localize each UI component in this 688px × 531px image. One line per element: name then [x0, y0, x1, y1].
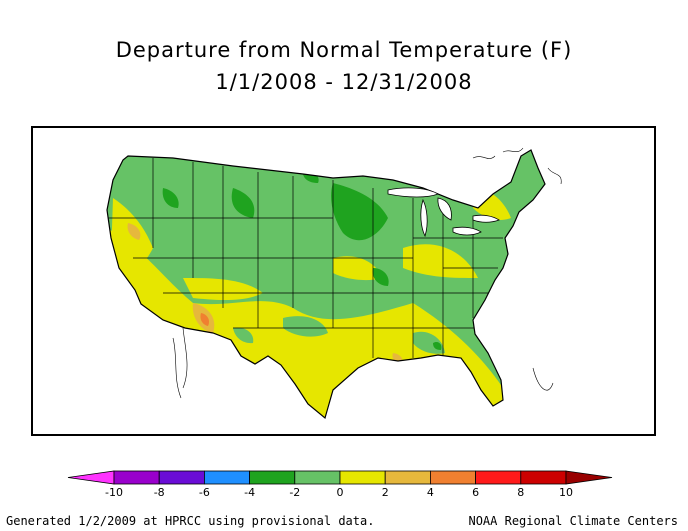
legend-tick-label: -4: [244, 486, 256, 499]
legend-bin: [294, 470, 341, 485]
legend-tick-label: 2: [381, 486, 389, 499]
legend-bin: [339, 470, 386, 485]
legend-bin: [565, 470, 613, 485]
legend-bin: [520, 470, 567, 485]
legend-tick-label: 0: [336, 486, 344, 499]
legend-bin: [203, 470, 250, 485]
legend-bin: [67, 470, 115, 485]
legend-tick-label: -8: [153, 486, 165, 499]
legend-tick-label: 4: [426, 486, 434, 499]
map-frame: [31, 126, 656, 436]
legend-tick-label: 8: [517, 486, 525, 499]
map-title: Departure from Normal Temperature (F): [115, 38, 573, 62]
footer-source: NOAA Regional Climate Centers: [468, 514, 678, 528]
legend-tick-label: -2: [289, 486, 301, 499]
legend-tick-label: 6: [472, 486, 480, 499]
legend-tick-label: 10: [559, 486, 573, 499]
state-boundaries: [107, 158, 503, 358]
color-legend: -10 -8 -6 -4 -2 0 2 4 6 8 10: [60, 468, 620, 508]
footer-generated-note: Generated 1/2/2009 at HPRCC using provis…: [6, 514, 375, 528]
map-date-range: 1/1/2008 - 12/31/2008: [215, 70, 473, 94]
great-lakes: [387, 187, 500, 238]
border-fragments: [172, 147, 562, 399]
us-anomaly-map: [106, 147, 562, 419]
legend-colorbar: [67, 470, 613, 485]
legend-tick-label: -6: [198, 486, 210, 499]
legend-bin: [384, 470, 431, 485]
legend-bin: [429, 470, 476, 485]
legend-tick-label: -10: [105, 486, 123, 499]
anomaly-field: [107, 150, 545, 418]
legend-bin: [249, 470, 296, 485]
legend-bin: [475, 470, 522, 485]
legend-bin: [158, 470, 205, 485]
legend-bin: [113, 470, 160, 485]
